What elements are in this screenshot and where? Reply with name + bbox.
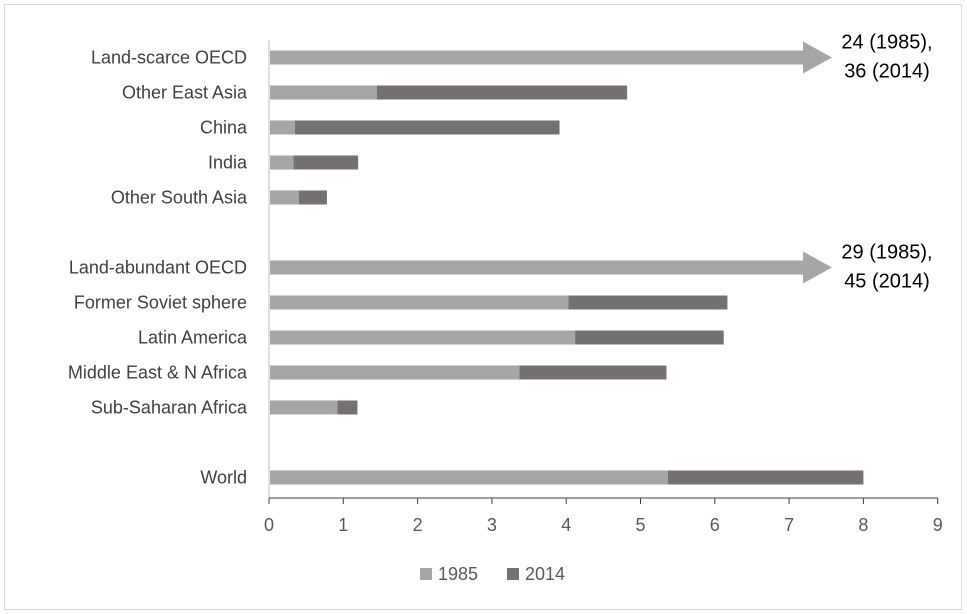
x-tick-label-5: 5 (635, 515, 645, 535)
category-label-land-scarce-oecd: Land-scarce OECD (91, 48, 247, 68)
legend-swatch-2014 (507, 568, 519, 580)
category-label-china: China (200, 118, 248, 138)
category-label-other-south-asia: Other South Asia (111, 188, 248, 208)
bar-1985-other-east-asia (270, 85, 377, 100)
category-label-latin-america: Latin America (138, 328, 248, 348)
bar-1985-sub-saharan-africa (270, 400, 338, 415)
off-scale-annotation-2-land-scarce-oecd: 36 (2014) (844, 61, 930, 83)
x-tick-label-0: 0 (264, 515, 274, 535)
bar-2014-china (295, 120, 560, 135)
category-label-land-abundant-oecd: Land-abundant OECD (69, 258, 247, 278)
x-tick-label-2: 2 (413, 515, 423, 535)
bar-2014-former-soviet-sphere (568, 295, 728, 310)
arrow-head-land-scarce-oecd (803, 41, 832, 74)
x-tick-label-1: 1 (338, 515, 348, 535)
x-tick-label-9: 9 (933, 515, 943, 535)
legend-swatch-1985 (420, 568, 432, 580)
x-tick-label-3: 3 (487, 515, 497, 535)
arrow-head-land-abundant-oecd (803, 251, 832, 284)
category-label-middle-east-and-n-africa: Middle East & N Africa (68, 363, 248, 383)
bar-2014-world (667, 470, 864, 485)
x-tick-label-6: 6 (710, 515, 720, 535)
x-tick-label-7: 7 (784, 515, 794, 535)
off-scale-annotation-2-land-abundant-oecd: 45 (2014) (844, 271, 930, 293)
off-scale-annotation-1-land-abundant-oecd: 29 (1985), (841, 242, 932, 264)
legend-label-2014: 2014 (525, 564, 565, 584)
bar-2014-other-east-asia (376, 85, 628, 100)
bar-2014-sub-saharan-africa (337, 400, 358, 415)
off-scale-annotation-1-land-scarce-oecd: 24 (1985), (841, 32, 932, 54)
arrow-body-land-scarce-oecd (270, 50, 803, 65)
category-label-sub-saharan-africa: Sub-Saharan Africa (91, 398, 248, 418)
category-label-former-soviet-sphere: Former Soviet sphere (74, 293, 247, 313)
bar-2014-other-south-asia (298, 190, 327, 205)
bar-2014-india (293, 155, 359, 170)
bar-1985-world (270, 470, 668, 485)
bar-1985-china (270, 120, 296, 135)
bar-1985-latin-america (270, 330, 576, 345)
bar-1985-middle-east-and-n-africa (270, 365, 520, 380)
bar-1985-other-south-asia (270, 190, 299, 205)
bar-2014-latin-america (575, 330, 724, 345)
category-label-world: World (200, 468, 247, 488)
x-tick-label-8: 8 (858, 515, 868, 535)
legend-label-1985: 1985 (438, 564, 478, 584)
bar-1985-india (270, 155, 294, 170)
bar-2014-middle-east-and-n-africa (519, 365, 667, 380)
bar-1985-former-soviet-sphere (270, 295, 569, 310)
category-label-india: India (208, 153, 248, 173)
category-label-other-east-asia: Other East Asia (122, 83, 248, 103)
arrow-body-land-abundant-oecd (270, 260, 803, 275)
x-tick-label-4: 4 (561, 515, 571, 535)
